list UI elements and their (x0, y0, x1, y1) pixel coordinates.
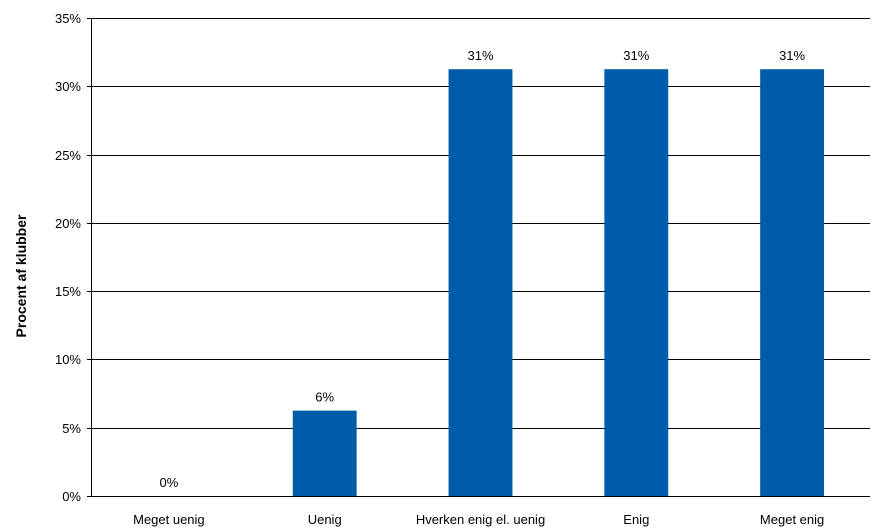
x-category-label: Meget uenig (133, 512, 205, 527)
data-label: 31% (779, 48, 805, 63)
x-category-label: Hverken enig el. uenig (416, 512, 545, 527)
data-label: 6% (315, 390, 334, 405)
bar (448, 69, 513, 496)
data-label: 0% (160, 475, 179, 490)
y-tick-label: 5% (62, 421, 81, 436)
bar (604, 69, 669, 496)
y-tick-label: 10% (55, 352, 81, 367)
y-tick-label: 35% (55, 11, 81, 26)
y-axis-label: Procent af klubber (13, 214, 29, 337)
data-labels: 0% 6% 31% 31% 31% (160, 48, 806, 490)
x-axis-categories: Meget uenig Uenig Hverken enig el. uenig En… (133, 512, 824, 527)
data-label: 31% (467, 48, 493, 63)
bars (292, 69, 825, 496)
x-category-label: Uenig (308, 512, 342, 527)
bar (292, 410, 357, 496)
y-tick-label: 30% (55, 79, 81, 94)
y-tick-label: 20% (55, 216, 81, 231)
x-category-label: Meget enig (760, 512, 824, 527)
data-label: 31% (623, 48, 649, 63)
y-tick-label: 25% (55, 148, 81, 163)
y-axis-ticks: 0% 5% 10% 15% 20% 25% 30% 35% (55, 11, 81, 504)
y-tick-label: 15% (55, 284, 81, 299)
x-category-label: Enig (623, 512, 649, 527)
y-tick-label: 0% (62, 489, 81, 504)
bar (760, 69, 825, 496)
